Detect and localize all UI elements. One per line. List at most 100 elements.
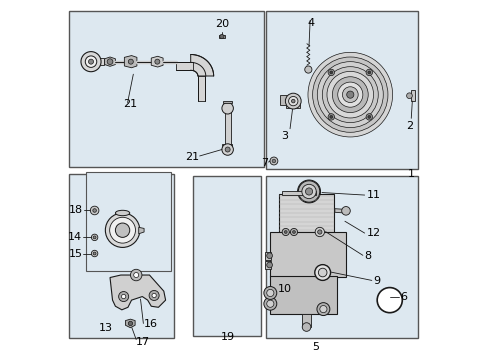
Text: 20: 20 xyxy=(214,19,228,30)
Bar xyxy=(224,108,231,144)
Circle shape xyxy=(307,52,392,137)
Text: 12: 12 xyxy=(366,228,380,238)
Polygon shape xyxy=(219,35,224,39)
Circle shape xyxy=(264,297,276,310)
Circle shape xyxy=(266,289,273,297)
Circle shape xyxy=(219,35,224,39)
Circle shape xyxy=(314,227,324,237)
Circle shape xyxy=(88,59,93,64)
Circle shape xyxy=(152,293,156,298)
Circle shape xyxy=(366,69,372,76)
Circle shape xyxy=(266,300,273,307)
Text: 14: 14 xyxy=(68,232,82,242)
Text: 5: 5 xyxy=(311,342,318,352)
Circle shape xyxy=(105,213,140,247)
Bar xyxy=(86,172,171,271)
Bar xyxy=(280,95,286,105)
Text: 18: 18 xyxy=(69,206,83,216)
Circle shape xyxy=(155,59,160,64)
Text: 2: 2 xyxy=(406,121,413,131)
Bar xyxy=(270,232,345,277)
Polygon shape xyxy=(139,227,144,234)
Polygon shape xyxy=(410,90,414,101)
Circle shape xyxy=(327,69,334,76)
Circle shape xyxy=(298,181,319,202)
Circle shape xyxy=(149,291,159,301)
Circle shape xyxy=(327,114,334,120)
Circle shape xyxy=(337,82,362,107)
Circle shape xyxy=(329,116,332,118)
Circle shape xyxy=(222,144,233,155)
Circle shape xyxy=(326,71,373,118)
Polygon shape xyxy=(222,144,231,148)
Circle shape xyxy=(81,51,101,72)
Polygon shape xyxy=(110,275,165,310)
Text: 19: 19 xyxy=(220,332,234,342)
Circle shape xyxy=(264,287,276,300)
Bar xyxy=(192,176,261,336)
Circle shape xyxy=(119,292,128,302)
Circle shape xyxy=(93,252,96,255)
Text: 9: 9 xyxy=(373,276,380,286)
Circle shape xyxy=(367,71,370,74)
Text: 3: 3 xyxy=(281,131,287,140)
Circle shape xyxy=(130,269,142,281)
Text: 1: 1 xyxy=(407,168,414,179)
Circle shape xyxy=(305,188,312,195)
Circle shape xyxy=(115,223,129,237)
Circle shape xyxy=(312,57,387,132)
Circle shape xyxy=(121,294,125,299)
Circle shape xyxy=(128,321,132,325)
Bar xyxy=(69,12,264,167)
Circle shape xyxy=(109,217,135,243)
Text: 17: 17 xyxy=(136,337,150,347)
Text: 6: 6 xyxy=(400,292,407,302)
Text: 21: 21 xyxy=(184,152,199,162)
Polygon shape xyxy=(223,101,232,103)
Circle shape xyxy=(319,306,326,313)
Circle shape xyxy=(342,87,357,103)
Circle shape xyxy=(376,288,402,313)
Circle shape xyxy=(222,103,233,114)
Circle shape xyxy=(346,91,353,98)
Circle shape xyxy=(366,114,372,120)
Polygon shape xyxy=(104,57,115,66)
Circle shape xyxy=(288,96,297,106)
Polygon shape xyxy=(124,55,137,68)
Text: 16: 16 xyxy=(144,319,158,329)
Circle shape xyxy=(302,323,310,331)
Circle shape xyxy=(316,303,329,316)
Circle shape xyxy=(317,62,383,128)
Polygon shape xyxy=(334,209,345,213)
Text: 7: 7 xyxy=(260,158,267,168)
Bar xyxy=(301,315,310,327)
Circle shape xyxy=(317,230,321,234)
Circle shape xyxy=(292,230,295,233)
Circle shape xyxy=(128,59,133,64)
Text: 11: 11 xyxy=(366,190,380,200)
Circle shape xyxy=(271,159,275,163)
Bar xyxy=(265,12,418,169)
Circle shape xyxy=(133,273,139,278)
Circle shape xyxy=(269,157,277,165)
Circle shape xyxy=(290,228,297,235)
Bar xyxy=(198,76,204,101)
Polygon shape xyxy=(125,319,135,328)
Text: 21: 21 xyxy=(123,99,137,109)
Bar xyxy=(176,62,192,69)
Circle shape xyxy=(85,56,97,67)
Circle shape xyxy=(318,268,326,277)
Bar xyxy=(265,176,418,338)
Circle shape xyxy=(266,253,272,258)
Circle shape xyxy=(91,234,98,240)
Text: 10: 10 xyxy=(277,284,291,294)
Circle shape xyxy=(314,265,330,280)
Bar xyxy=(265,261,270,269)
Circle shape xyxy=(266,262,272,268)
Circle shape xyxy=(90,206,99,215)
Text: 15: 15 xyxy=(68,248,82,258)
Circle shape xyxy=(93,209,96,212)
Text: 4: 4 xyxy=(306,18,314,28)
Bar xyxy=(265,252,270,260)
Bar xyxy=(91,58,103,65)
